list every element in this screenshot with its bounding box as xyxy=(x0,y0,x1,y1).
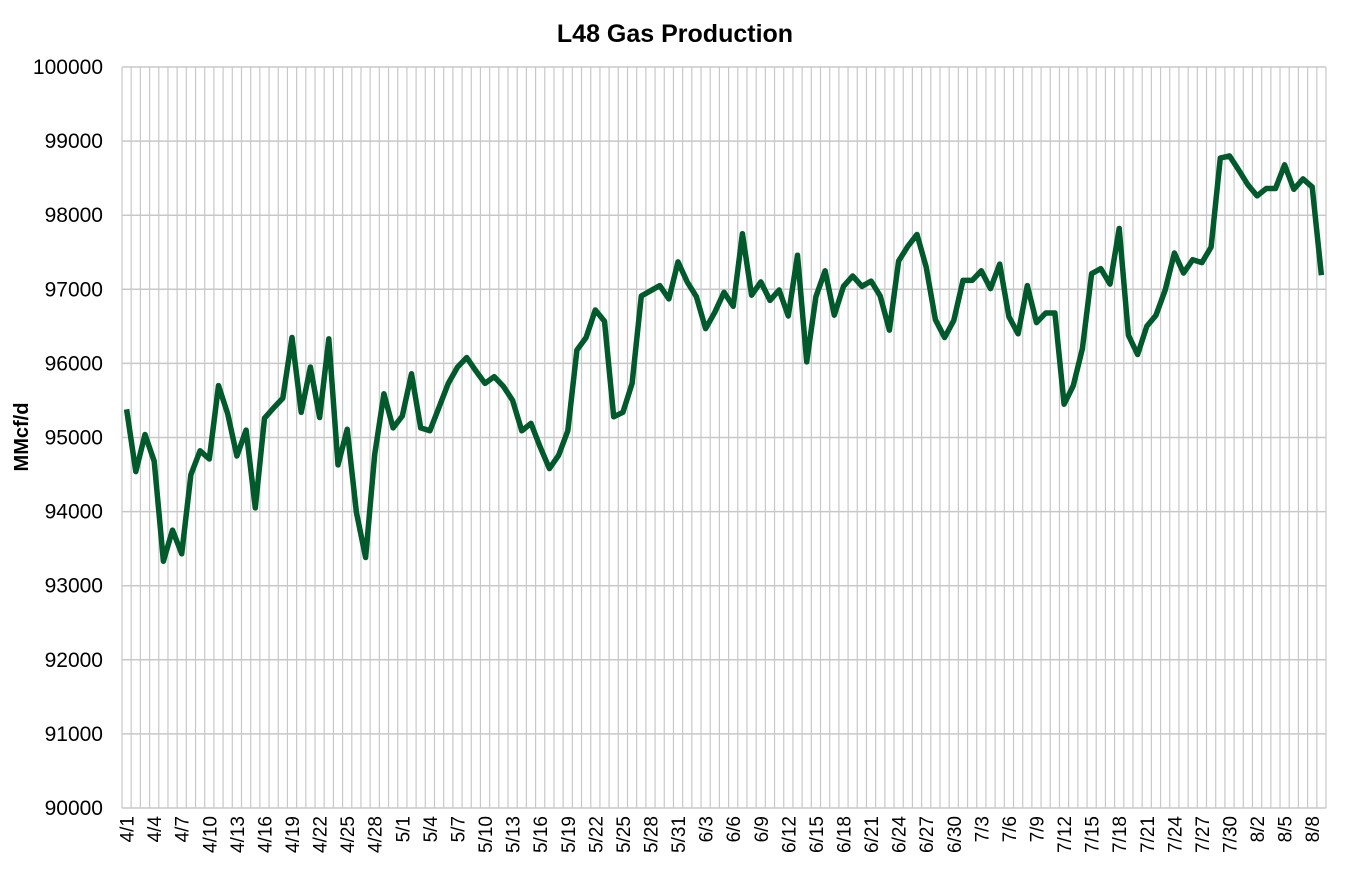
x-tick-label: 5/1 xyxy=(393,816,414,842)
x-tick-label: 7/12 xyxy=(1055,816,1076,853)
x-tick-label: 4/10 xyxy=(200,816,221,853)
x-tick-label: 5/28 xyxy=(641,816,662,853)
x-tick-label: 7/24 xyxy=(1165,816,1186,853)
x-tick-label: 6/30 xyxy=(945,816,966,853)
x-tick-label: 4/16 xyxy=(255,816,276,853)
x-tick-label: 7/30 xyxy=(1220,816,1241,853)
x-tick-label: 4/25 xyxy=(338,816,359,853)
x-tick-label: 7/18 xyxy=(1110,816,1131,853)
x-tick-label: 6/27 xyxy=(917,816,938,853)
x-tick-label: 4/19 xyxy=(283,816,304,853)
y-tick-label: 90000 xyxy=(45,797,103,820)
x-tick-label: 6/6 xyxy=(724,816,745,842)
y-tick-label: 98000 xyxy=(45,204,103,227)
y-tick-label: 96000 xyxy=(45,352,103,375)
x-tick-label: 5/16 xyxy=(531,816,552,853)
x-tick-label: 8/8 xyxy=(1303,816,1324,842)
x-tick-label: 4/1 xyxy=(118,816,139,842)
y-tick-label: 100000 xyxy=(33,56,103,79)
x-tick-label: 5/4 xyxy=(421,816,442,843)
x-tick-label: 4/7 xyxy=(173,816,194,842)
y-tick-label: 95000 xyxy=(45,427,103,450)
x-tick-label: 5/7 xyxy=(448,816,469,842)
gridlines xyxy=(122,67,1326,808)
x-tick-label: 7/3 xyxy=(972,816,993,842)
y-tick-label: 94000 xyxy=(45,501,103,524)
x-tick-label: 6/3 xyxy=(697,816,718,842)
x-tick-label: 7/21 xyxy=(1138,816,1159,853)
x-tick-label: 7/27 xyxy=(1193,816,1214,853)
x-tick-label: 5/22 xyxy=(586,816,607,853)
x-tick-label: 6/9 xyxy=(752,816,773,842)
y-tick-label: 92000 xyxy=(45,649,103,672)
x-tick-label: 6/15 xyxy=(807,816,828,853)
x-tick-label: 6/12 xyxy=(779,816,800,853)
x-axis-ticks: 4/1 4/4 4/7 4/10 4/13 4/16 4/19 4/22 4/25 4/28 5/1… xyxy=(118,816,1325,853)
x-tick-label: 7/9 xyxy=(1027,816,1048,842)
x-tick-label: 4/22 xyxy=(311,816,332,853)
x-tick-label: 4/4 xyxy=(145,816,166,843)
y-tick-label: 97000 xyxy=(45,278,103,301)
x-tick-label: 5/13 xyxy=(504,816,525,853)
chart-title: L48 Gas Production xyxy=(557,20,793,48)
x-tick-label: 6/18 xyxy=(834,816,855,853)
y-axis-ticks: 90000 91000 92000 93000 94000 95000 96000 97000… xyxy=(33,56,103,820)
x-tick-label: 7/6 xyxy=(1000,816,1021,842)
y-tick-label: 99000 xyxy=(45,130,103,153)
x-tick-label: 4/28 xyxy=(366,816,387,853)
y-tick-label: 93000 xyxy=(45,575,103,598)
x-tick-label: 5/10 xyxy=(476,816,497,853)
x-tick-label: 5/19 xyxy=(559,816,580,853)
x-tick-label: 6/21 xyxy=(862,816,883,853)
y-axis-label: MMcf/d xyxy=(11,403,33,472)
x-tick-label: 5/31 xyxy=(669,816,690,853)
x-tick-label: 7/15 xyxy=(1083,816,1104,853)
x-tick-label: 4/13 xyxy=(228,816,249,853)
x-tick-label: 8/2 xyxy=(1248,816,1269,842)
x-tick-label: 6/24 xyxy=(890,816,911,853)
x-tick-label: 8/5 xyxy=(1276,816,1297,842)
y-tick-label: 91000 xyxy=(45,723,103,746)
x-tick-label: 5/25 xyxy=(614,816,635,853)
